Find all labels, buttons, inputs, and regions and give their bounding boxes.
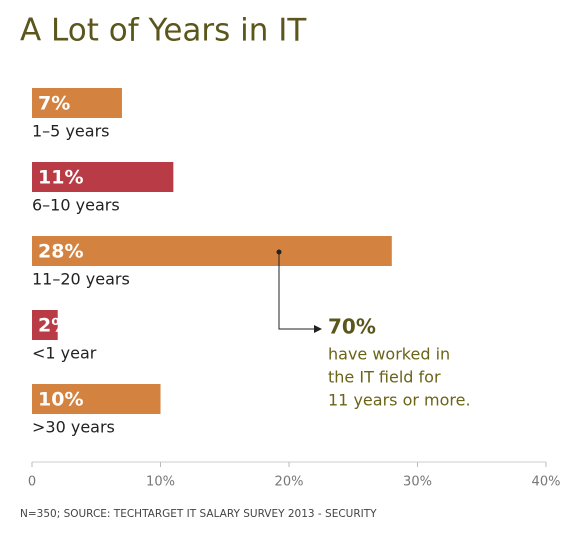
annotation-arrow [314,325,322,333]
value-label: 10% [38,389,83,411]
bar [32,384,161,414]
x-tick-label: 10% [146,475,175,490]
annotation-value: 70% [328,315,376,339]
x-tick-label: 40% [532,475,561,490]
chart-title: A Lot of Years in IT [20,13,307,49]
footnote: N=350; SOURCE: TECHTARGET IT SALARY SURV… [20,508,377,520]
value-label: 2% [38,315,70,337]
annotation-text: have worked in [328,345,450,364]
annotation-text: the IT field for [328,368,441,387]
bar [32,88,122,118]
x-tick-label: 20% [275,475,304,490]
category-label: 1–5 years [32,122,109,141]
x-tick-label: 30% [403,475,432,490]
category-label: 11–20 years [32,270,130,289]
annotation-text: 11 years or more. [328,391,471,410]
x-tick-label: 0 [28,475,36,490]
bar [32,162,174,192]
category-label: 6–10 years [32,196,120,215]
category-label: >30 years [32,418,115,437]
annotation: 70% have worked in the IT field for 11 y… [276,249,471,410]
bar [32,310,58,340]
value-label: 7% [38,93,70,115]
annotation-line [278,252,314,330]
value-label: 11% [38,167,83,189]
bar [32,236,392,266]
annotation-dot [276,249,282,255]
value-label: 28% [38,241,83,263]
category-label: <1 year [32,344,97,363]
